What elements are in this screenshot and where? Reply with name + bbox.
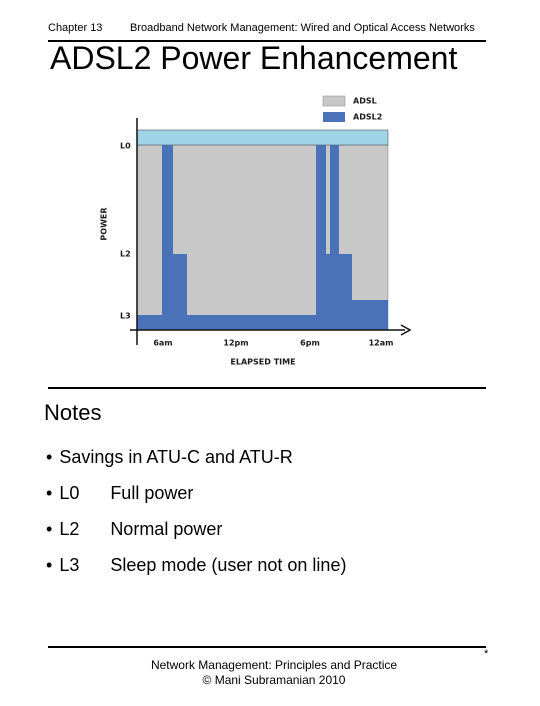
notes-heading: Notes [44,400,102,425]
full-power-band [136,129,389,146]
footer-rule [48,646,486,648]
note-term: L2 [59,519,80,539]
level-label: L0 [120,142,131,151]
time-label: 6pm [300,339,320,348]
note-term: L3 [59,555,80,575]
header-rule [48,40,486,42]
footer-line: © Mani Subramanian 2010 [202,673,346,687]
legend-label: ADSL [353,97,377,106]
legend-swatch [322,95,346,107]
note-text: Savings in ATU-C and ATU-R [59,447,293,467]
note: L0 Full power [46,478,346,514]
book-title: Broadband Network Management: Wired and … [130,22,475,34]
time-label: 6am [153,339,172,348]
note-term: L0 [59,483,80,503]
figure: ADSL ADSL2 POWER L0 L2 L3 6am 12pm 6pm 1… [100,95,412,367]
adsl2-area [137,145,388,330]
slide-title: ADSL2 Power Enhancement [50,40,458,76]
footer-mark: * [484,648,489,660]
axis-arrow [400,324,412,336]
section-rule [48,387,486,389]
legend-label: ADSL2 [353,113,382,122]
level-label: L3 [120,312,131,321]
note: L2 Normal power [46,514,346,550]
note-text: Normal power [110,519,223,539]
chapter-label: Chapter 13 [48,22,103,34]
note-text: Sleep mode (user not on line) [110,555,347,575]
y-axis-label: POWER [100,207,109,240]
footer-line: Network Management: Principles and Pract… [150,658,398,672]
note-text: Full power [110,483,194,503]
note: L3 Sleep mode (user not on line) [46,550,346,586]
time-label: 12pm [223,339,248,348]
level-label: L2 [120,250,131,259]
time-label: 12am [369,339,394,348]
legend-swatch [323,112,345,122]
note: Savings in ATU-C and ATU-R [46,442,346,478]
x-axis-label: ELAPSED TIME [230,358,295,367]
